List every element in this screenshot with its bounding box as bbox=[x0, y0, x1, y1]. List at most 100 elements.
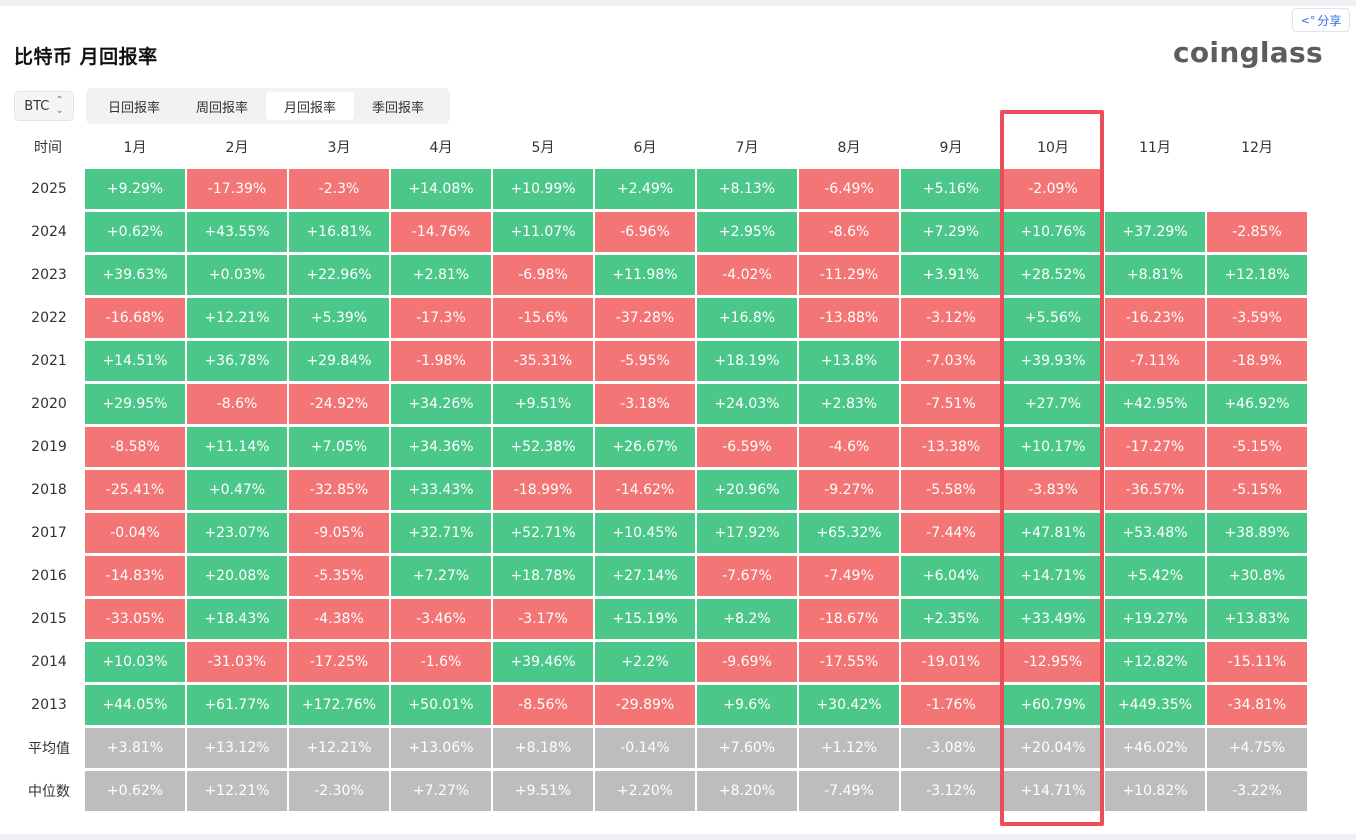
year-label: 2022 bbox=[31, 310, 67, 326]
return-cell: +3.91% bbox=[901, 255, 1001, 295]
return-cell: -7.51% bbox=[901, 384, 1001, 424]
return-cell: -4.38% bbox=[289, 599, 389, 639]
return-cell: -37.28% bbox=[595, 298, 695, 338]
column-header-month: 4月 bbox=[429, 140, 453, 156]
return-cell: +36.78% bbox=[187, 341, 287, 381]
stat-cell: -3.12% bbox=[901, 771, 1001, 811]
return-cell: +10.03% bbox=[85, 642, 185, 682]
return-cell: -9.27% bbox=[799, 470, 899, 510]
return-cell: -7.67% bbox=[697, 556, 797, 596]
stat-cell: +12.21% bbox=[289, 728, 389, 768]
return-cell: -14.76% bbox=[391, 212, 491, 252]
return-cell: +26.67% bbox=[595, 427, 695, 467]
return-cell: +5.56% bbox=[1003, 298, 1103, 338]
return-cell: -8.6% bbox=[187, 384, 287, 424]
return-cell: +60.79% bbox=[1003, 685, 1103, 725]
stat-row-label: 平均值 bbox=[28, 741, 70, 757]
return-cell: +24.03% bbox=[697, 384, 797, 424]
return-cell: +39.93% bbox=[1003, 341, 1103, 381]
coin-select[interactable]: BTC ⌃ ⌄ bbox=[14, 91, 74, 121]
return-cell: +30.8% bbox=[1207, 556, 1307, 596]
return-cell: +29.84% bbox=[289, 341, 389, 381]
return-cell: -2.3% bbox=[289, 169, 389, 209]
return-cell: -3.18% bbox=[595, 384, 695, 424]
return-cell: -13.88% bbox=[799, 298, 899, 338]
return-cell: +8.2% bbox=[697, 599, 797, 639]
stat-cell: -0.14% bbox=[595, 728, 695, 768]
return-cell: +8.81% bbox=[1105, 255, 1205, 295]
return-cell: -6.98% bbox=[493, 255, 593, 295]
stat-cell: +14.71% bbox=[1003, 771, 1103, 811]
return-cell: -3.59% bbox=[1207, 298, 1307, 338]
year-label: 2015 bbox=[31, 611, 67, 627]
return-cell: +39.63% bbox=[85, 255, 185, 295]
stat-cell: +8.20% bbox=[697, 771, 797, 811]
return-cell: -18.67% bbox=[799, 599, 899, 639]
return-cell: -15.11% bbox=[1207, 642, 1307, 682]
return-cell: -13.38% bbox=[901, 427, 1001, 467]
return-cell: -15.6% bbox=[493, 298, 593, 338]
return-cell: -11.29% bbox=[799, 255, 899, 295]
return-cell: -12.95% bbox=[1003, 642, 1103, 682]
return-cell: +16.81% bbox=[289, 212, 389, 252]
return-cell: +7.05% bbox=[289, 427, 389, 467]
tab-monthly-return[interactable]: 月回报率 bbox=[266, 92, 354, 120]
year-label: 2020 bbox=[31, 396, 67, 412]
stat-cell: +8.18% bbox=[493, 728, 593, 768]
return-cell: +46.92% bbox=[1207, 384, 1307, 424]
stat-cell: +7.27% bbox=[391, 771, 491, 811]
return-cell: +16.8% bbox=[697, 298, 797, 338]
return-cell: +13.8% bbox=[799, 341, 899, 381]
return-cell: +7.27% bbox=[391, 556, 491, 596]
tab-daily-return[interactable]: 日回报率 bbox=[107, 100, 160, 116]
return-cell: -3.17% bbox=[493, 599, 593, 639]
return-cell: +61.77% bbox=[187, 685, 287, 725]
return-cell: +2.35% bbox=[901, 599, 1001, 639]
return-cell: +0.03% bbox=[187, 255, 287, 295]
return-cell: +38.89% bbox=[1207, 513, 1307, 553]
return-cell: -5.35% bbox=[289, 556, 389, 596]
return-cell: -7.44% bbox=[901, 513, 1001, 553]
column-header-month: 10月 bbox=[1037, 140, 1069, 156]
return-cell: +19.27% bbox=[1105, 599, 1205, 639]
return-cell: +11.98% bbox=[595, 255, 695, 295]
return-cell: +9.51% bbox=[493, 384, 593, 424]
return-cell: -6.59% bbox=[697, 427, 797, 467]
return-cell: +52.71% bbox=[493, 513, 593, 553]
return-cell: +0.47% bbox=[187, 470, 287, 510]
return-cell: -17.39% bbox=[187, 169, 287, 209]
return-cell: +14.08% bbox=[391, 169, 491, 209]
return-cell: -5.95% bbox=[595, 341, 695, 381]
page-title: 比特币 月回报率 bbox=[14, 46, 158, 68]
stat-cell: +46.02% bbox=[1105, 728, 1205, 768]
return-cell: -35.31% bbox=[493, 341, 593, 381]
return-cell: -34.81% bbox=[1207, 685, 1307, 725]
column-header-month: 12月 bbox=[1241, 140, 1273, 156]
column-header-month: 5月 bbox=[531, 140, 555, 156]
year-label: 2019 bbox=[31, 439, 67, 455]
return-cell: +33.49% bbox=[1003, 599, 1103, 639]
return-cell: -8.6% bbox=[799, 212, 899, 252]
return-cell: +29.95% bbox=[85, 384, 185, 424]
return-cell: +5.39% bbox=[289, 298, 389, 338]
tab-quarterly-return[interactable]: 季回报率 bbox=[371, 100, 424, 116]
tab-weekly-return[interactable]: 周回报率 bbox=[195, 100, 248, 116]
return-cell: -1.76% bbox=[901, 685, 1001, 725]
return-cell: +34.36% bbox=[391, 427, 491, 467]
return-cell: +5.42% bbox=[1105, 556, 1205, 596]
return-cell: +42.95% bbox=[1105, 384, 1205, 424]
stat-cell: +13.12% bbox=[187, 728, 287, 768]
return-cell: +37.29% bbox=[1105, 212, 1205, 252]
return-cell: -8.58% bbox=[85, 427, 185, 467]
return-cell: -36.57% bbox=[1105, 470, 1205, 510]
top-divider bbox=[0, 0, 1356, 6]
return-cell: -17.25% bbox=[289, 642, 389, 682]
column-header-month: 7月 bbox=[735, 140, 759, 156]
year-label: 2017 bbox=[31, 525, 67, 541]
return-cell: +34.26% bbox=[391, 384, 491, 424]
return-cell: -25.41% bbox=[85, 470, 185, 510]
return-cell: -33.05% bbox=[85, 599, 185, 639]
return-cell: -14.62% bbox=[595, 470, 695, 510]
share-button[interactable]: <° 分享 bbox=[1292, 8, 1350, 32]
return-cell: +17.92% bbox=[697, 513, 797, 553]
